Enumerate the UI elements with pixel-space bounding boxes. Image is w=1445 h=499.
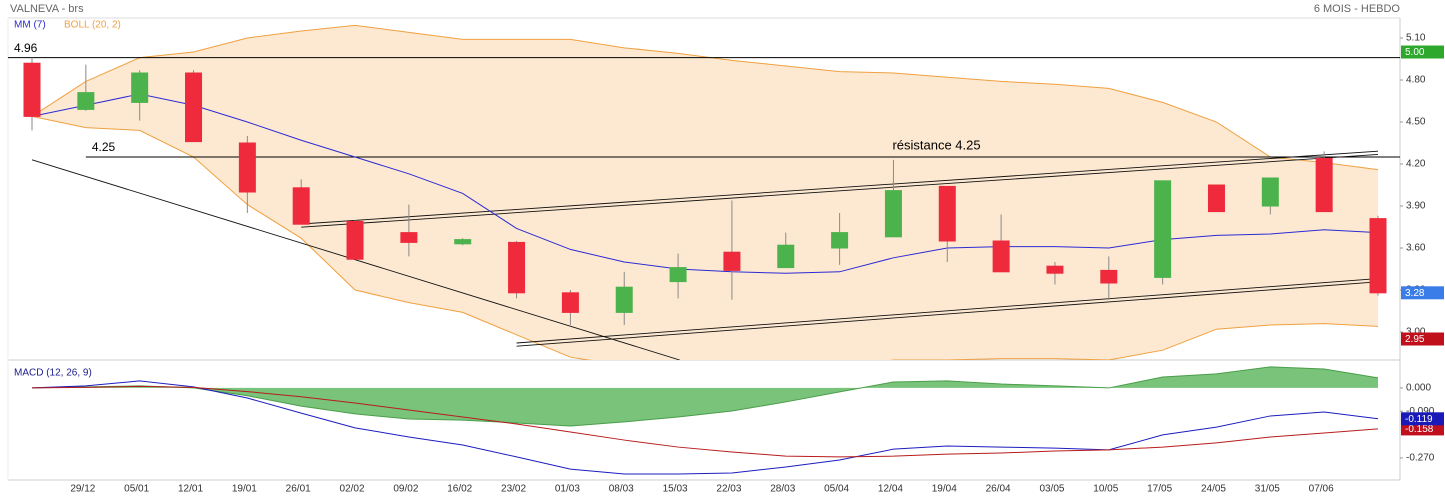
candle-body [1261, 177, 1279, 207]
x-tick-label: 23/02 [501, 484, 526, 495]
candle-body [400, 232, 418, 243]
macd-line [31, 385, 1379, 458]
candle-body [131, 72, 149, 103]
macd-line [31, 380, 1379, 475]
x-tick-label: 05/04 [824, 484, 849, 495]
candle-body [292, 187, 310, 225]
y-tick-label: -0.270 [1406, 453, 1435, 464]
x-tick-label: 05/01 [124, 484, 149, 495]
x-tick-label: 16/02 [447, 484, 472, 495]
y-tick-label: 3.90 [1406, 201, 1426, 212]
x-tick-label: 10/05 [1093, 484, 1118, 495]
x-tick-label: 22/03 [716, 484, 741, 495]
y-tick-label: 5.10 [1406, 33, 1426, 44]
trend-line [516, 278, 1379, 344]
y-tick-label: 4.20 [1406, 159, 1426, 170]
candle-body [1315, 157, 1333, 213]
panel-plot [8, 24, 1400, 360]
moving-average-line [31, 93, 1379, 274]
x-tick-label: 31/05 [1255, 484, 1280, 495]
candle-body [185, 72, 203, 143]
price-badge [1401, 286, 1444, 300]
panel-title: MACD (12, 26, 9) [14, 368, 92, 379]
candle-body [938, 185, 956, 242]
price-badge-label: -0.158 [1405, 424, 1434, 435]
x-tick-label: 15/03 [663, 484, 688, 495]
y-tick-label: 4.80 [1406, 75, 1426, 86]
panel-plot [31, 366, 1379, 475]
histogram-edge [31, 366, 1379, 427]
candle-body [508, 241, 526, 294]
candle-body [1369, 218, 1387, 294]
trend-line [301, 150, 1379, 225]
x-tick-label: 17/05 [1147, 484, 1172, 495]
candle-body [454, 239, 472, 245]
candle-body [992, 240, 1010, 273]
y-tick-label: 3.60 [1406, 243, 1426, 254]
candle-body [1207, 184, 1225, 213]
legend-entry: MM (7) [14, 20, 46, 31]
candle-body [615, 286, 633, 313]
candle-body [1046, 265, 1064, 274]
x-tick-label: 12/01 [178, 484, 203, 495]
bollinger-upper [31, 24, 1379, 171]
candle-body [723, 251, 741, 271]
horizontal-line-label: 4.96 [14, 41, 38, 55]
candle-body [561, 292, 579, 313]
x-tick-label: 12/04 [878, 484, 903, 495]
y-tick-label: -0.090 [1406, 406, 1435, 417]
x-tick-label: 02/02 [340, 484, 365, 495]
candle-body [777, 244, 795, 269]
price-badge-label: 5.00 [1405, 47, 1425, 58]
price-badge-label: 2.95 [1405, 334, 1425, 345]
bollinger-lower [31, 115, 1379, 360]
y-tick-label: 4.50 [1406, 117, 1426, 128]
price-badge [1401, 422, 1444, 436]
candle-body [1100, 269, 1118, 284]
chart-title: VALNEVA - brs [10, 3, 84, 15]
candle-body [238, 142, 256, 193]
x-tick-label: 09/02 [393, 484, 418, 495]
x-tick-label: 08/03 [609, 484, 634, 495]
x-tick-label: 07/06 [1309, 484, 1334, 495]
price-badge-label: 3.28 [1405, 288, 1425, 299]
x-tick-label: 26/01 [286, 484, 311, 495]
trend-line [301, 153, 1379, 228]
candle-body [831, 232, 849, 249]
x-tick-label: 03/05 [1039, 484, 1064, 495]
trend-line [516, 281, 1379, 347]
candle-body [884, 190, 902, 238]
price-badge [1401, 45, 1444, 59]
x-tick-label: 24/05 [1201, 484, 1226, 495]
x-tick-label: 19/04 [932, 484, 957, 495]
candle-body [1154, 180, 1172, 278]
candle-body [23, 62, 41, 117]
period-label: 6 MOIS - HEBDO [1314, 3, 1401, 15]
x-tick-label: 26/04 [986, 484, 1011, 495]
horizontal-line-label: 4.25 [92, 140, 116, 154]
trend-line [31, 159, 680, 360]
x-tick-label: 19/01 [232, 484, 257, 495]
y-tick-label: 0.000 [1406, 383, 1431, 394]
histogram-fill [32, 366, 1378, 427]
x-tick-label: 29/12 [70, 484, 95, 495]
x-tick-label: 28/03 [770, 484, 795, 495]
annotation: résistance 4.25 [892, 137, 980, 152]
y-tick-label: 3.00 [1406, 327, 1426, 338]
legend-entry: BOLL (20, 2) [64, 20, 121, 31]
x-tick-label: 01/03 [555, 484, 580, 495]
candle-body [77, 92, 95, 110]
price-badge-label: -0.119 [1405, 414, 1433, 425]
price-badge [1401, 412, 1444, 426]
candle-body [346, 220, 364, 260]
bollinger-band-fill [32, 25, 1378, 360]
price-badge [1401, 332, 1444, 346]
candle-body [669, 267, 687, 283]
